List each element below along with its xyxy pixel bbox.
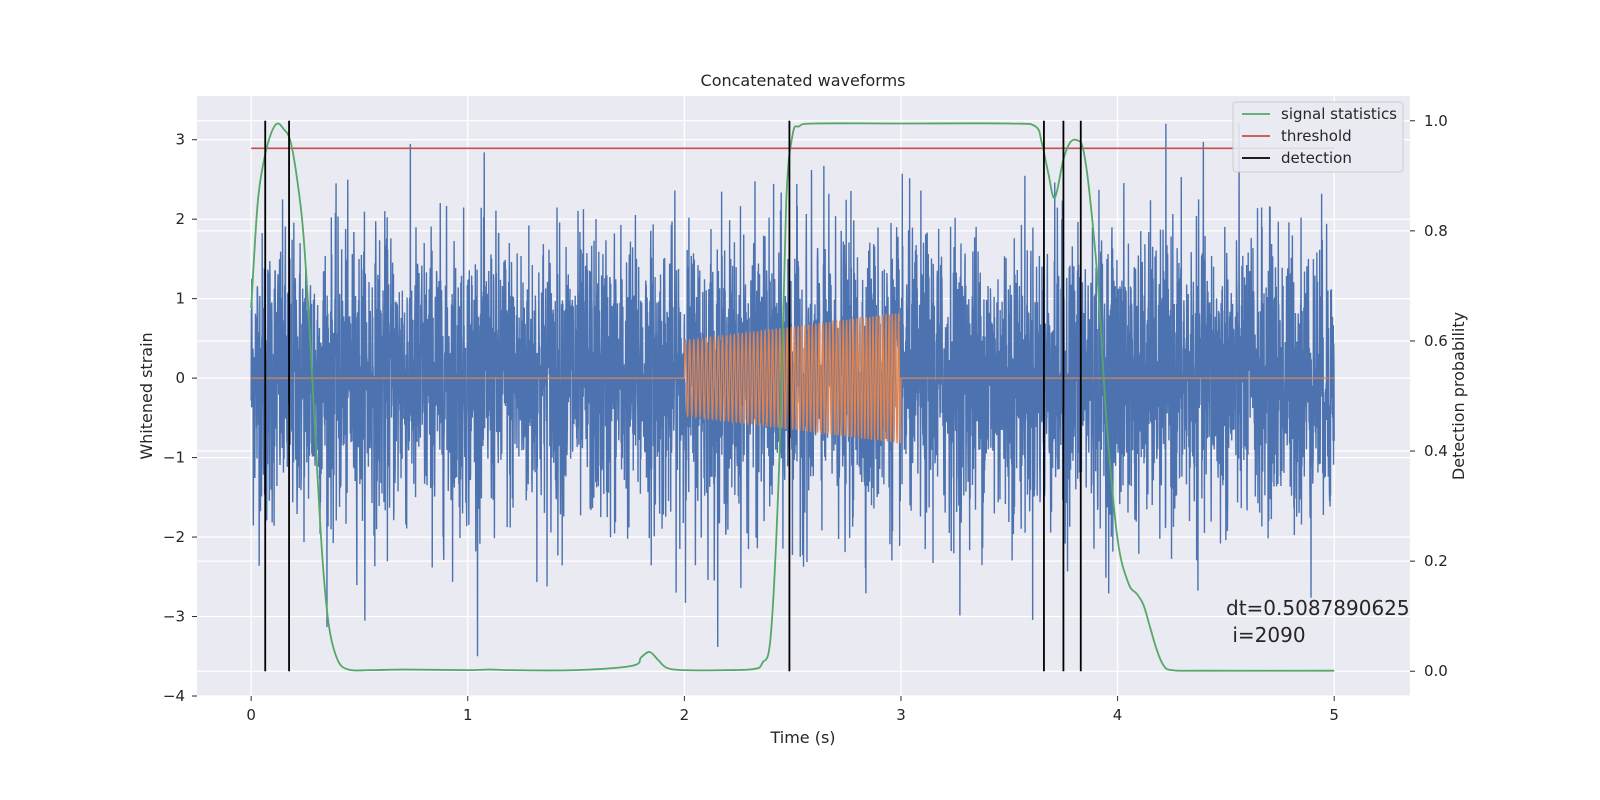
y2-tick-label: 0.8: [1424, 222, 1448, 240]
y2-tick-label: 0.4: [1424, 442, 1448, 460]
y-tick-label: −1: [163, 449, 185, 467]
x-tick-label: 5: [1329, 706, 1339, 724]
y-tick-label: 0: [175, 369, 185, 387]
chart-title: Concatenated waveforms: [701, 71, 906, 90]
y2-axis-label: Detection probability: [1449, 312, 1468, 480]
x-tick-label: 2: [680, 706, 690, 724]
legend-box: [1232, 101, 1404, 173]
series-noise-strain: [250, 123, 1335, 657]
x-tick-label: 0: [246, 706, 256, 724]
x-axis-label: Time (s): [769, 728, 835, 747]
y2-tick-label: 0.0: [1424, 662, 1448, 680]
x-tick-label: 4: [1113, 706, 1123, 724]
legend-label-detection: detection: [1281, 149, 1352, 167]
y-tick-label: 2: [175, 210, 185, 228]
legend-label-signal-statistics: signal statistics: [1281, 105, 1397, 123]
y-tick-label: −2: [163, 528, 185, 546]
y2-tick-label: 1.0: [1424, 112, 1448, 130]
series-chirp-strain: [251, 313, 1335, 444]
x-tick-label: 1: [463, 706, 473, 724]
y-tick-label: 1: [175, 290, 185, 308]
annotation-dt: dt=0.5087890625: [1226, 596, 1410, 620]
y2-axis-ticks: 0.0 0.2 0.4 0.6 0.8 1.0: [1410, 112, 1448, 680]
x-axis-ticks: 0 1 2 3 4 5: [246, 696, 1339, 724]
y-axis-label: Whitened strain: [137, 332, 156, 459]
x-tick-label: 3: [896, 706, 906, 724]
y-axis-ticks: −4 −3 −2 −1 0 1 2 3: [163, 131, 197, 705]
y2-tick-label: 0.2: [1424, 552, 1448, 570]
y2-tick-label: 0.6: [1424, 332, 1448, 350]
y-tick-label: 3: [175, 131, 185, 149]
series-layer: [250, 120, 1335, 672]
annotation-i: i=2090: [1226, 623, 1306, 647]
y-tick-label: −4: [163, 687, 185, 705]
y-tick-label: −3: [163, 608, 185, 626]
series-signal-statistics: [250, 122, 1335, 672]
legend-label-threshold: threshold: [1281, 127, 1352, 145]
legend: signal statistics threshold detection: [1232, 101, 1404, 173]
